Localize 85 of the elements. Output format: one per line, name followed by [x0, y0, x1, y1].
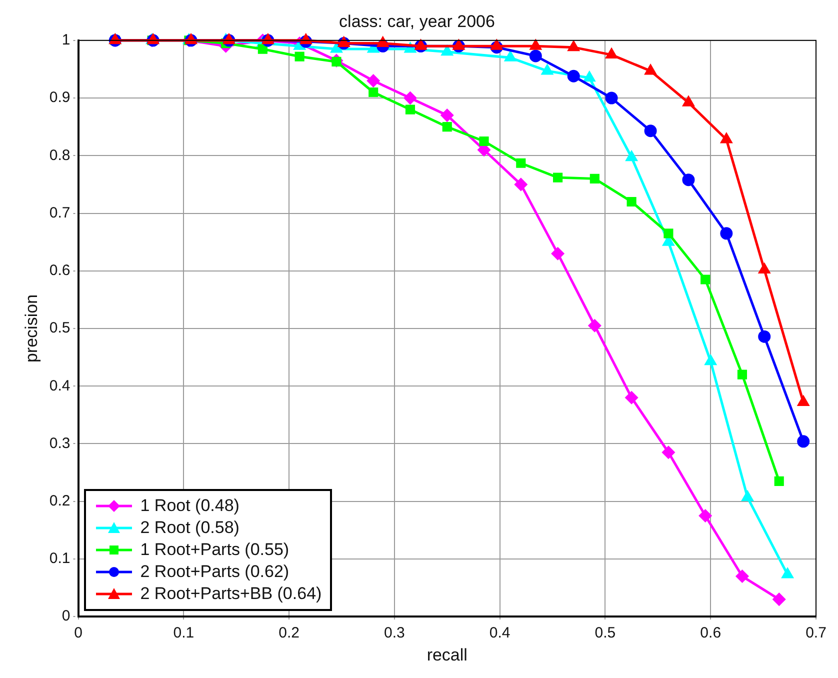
point	[758, 263, 770, 274]
point	[626, 151, 638, 162]
legend-label: 2 Root (0.58)	[140, 516, 240, 539]
y-tick-label: 0	[62, 608, 70, 625]
y-tick-label: 0.3	[49, 434, 70, 452]
point	[772, 593, 786, 606]
y-tick-label: 0.8	[49, 146, 70, 164]
point	[415, 40, 426, 50]
y-tick-label: 0.1	[49, 550, 70, 568]
point	[606, 48, 618, 59]
point	[262, 34, 274, 44]
point	[542, 64, 553, 75]
y-axis-title: precision	[22, 294, 41, 363]
legend-label: 2 Root+Parts+BB (0.64)	[140, 582, 322, 605]
point	[479, 136, 489, 146]
point	[699, 510, 712, 522]
point	[294, 52, 304, 62]
x-tick-label: 0.7	[806, 624, 826, 642]
x-tick-label: 0.1	[173, 624, 194, 642]
point	[442, 46, 453, 56]
point	[682, 174, 695, 186]
point	[798, 396, 809, 406]
point	[404, 92, 416, 104]
x-axis-title: recall	[426, 645, 468, 664]
point	[584, 72, 595, 82]
point	[797, 435, 810, 448]
point	[705, 355, 716, 366]
legend-label: 2 Root+Parts (0.62)	[140, 560, 290, 583]
point	[516, 158, 526, 168]
point	[662, 446, 675, 459]
point	[453, 40, 464, 50]
point	[529, 50, 542, 62]
x-tick-label: 0.3	[384, 624, 405, 642]
point	[504, 51, 516, 62]
point	[605, 92, 618, 104]
point	[338, 37, 350, 48]
point	[700, 274, 710, 284]
point	[405, 104, 416, 114]
point	[720, 227, 733, 240]
legend-label: 1 Root+Parts (0.55)	[140, 538, 290, 561]
point	[625, 391, 638, 404]
x-tick-label: 0.5	[594, 624, 616, 642]
point	[223, 34, 235, 44]
x-tick-label: 0.6	[700, 624, 722, 642]
point	[330, 42, 342, 53]
y-tick-label: 0.4	[49, 377, 70, 394]
point	[567, 70, 580, 82]
x-tick-label: 0.4	[489, 624, 510, 642]
point	[720, 133, 732, 144]
y-tick-label: 1	[62, 32, 70, 49]
point	[758, 330, 771, 343]
point	[440, 109, 454, 122]
point	[737, 370, 748, 380]
y-tick-label: 0.2	[49, 492, 70, 510]
point	[442, 122, 452, 132]
point	[782, 568, 794, 578]
point	[300, 34, 312, 44]
x-tick-label: 0	[74, 624, 82, 642]
chart-title: class: car, year 2006	[339, 12, 495, 31]
point	[742, 491, 754, 502]
point	[682, 96, 694, 106]
point	[514, 178, 528, 191]
point	[588, 319, 601, 332]
point	[367, 74, 380, 87]
x-tick-label: 0.2	[278, 624, 300, 642]
point	[590, 174, 600, 184]
point	[553, 172, 563, 182]
y-tick-label: 0.9	[49, 89, 70, 106]
point	[664, 228, 674, 238]
point	[552, 247, 564, 260]
y-tick-label: 0.7	[49, 204, 70, 222]
point	[258, 44, 268, 54]
point	[368, 87, 378, 98]
y-tick-label: 0.6	[49, 262, 70, 280]
point	[644, 124, 657, 138]
point	[626, 196, 636, 207]
point	[644, 64, 656, 75]
point	[774, 476, 784, 486]
point	[491, 40, 502, 50]
point	[568, 41, 580, 52]
point	[377, 37, 388, 48]
y-tick-label: 0.5	[49, 320, 70, 337]
point	[736, 570, 748, 583]
legend-label: 1 Root (0.48)	[140, 494, 240, 517]
point	[530, 40, 542, 50]
